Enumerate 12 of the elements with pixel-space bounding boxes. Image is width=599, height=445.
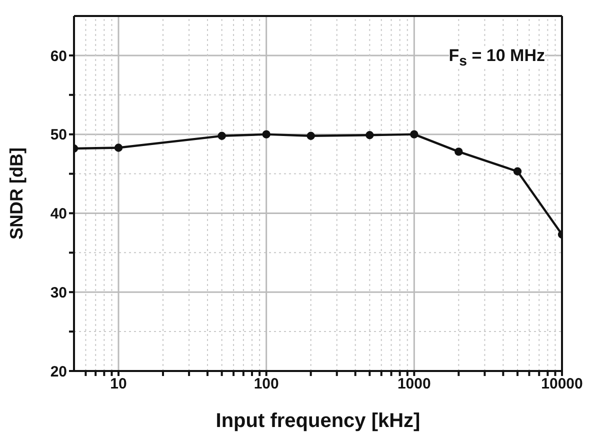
y-axis-title: SNDR [dB] (6, 148, 26, 240)
annotation: F$_{s}$ = 10 MHz (448, 46, 545, 70)
y-tick-label: 60 (50, 48, 67, 65)
x-tick-label: 1000 (397, 376, 431, 393)
y-tick-label: 40 (50, 206, 67, 223)
x-tick-label: 10 (110, 376, 127, 393)
x-axis-title: Input frequency [kHz] (216, 410, 420, 432)
x-tick-label: 10000 (541, 376, 583, 393)
y-tick-label: 50 (50, 126, 67, 144)
x-tick-label: 100 (254, 376, 279, 393)
y-tick-label: 20 (50, 363, 67, 380)
y-tick-label: 30 (50, 284, 67, 302)
